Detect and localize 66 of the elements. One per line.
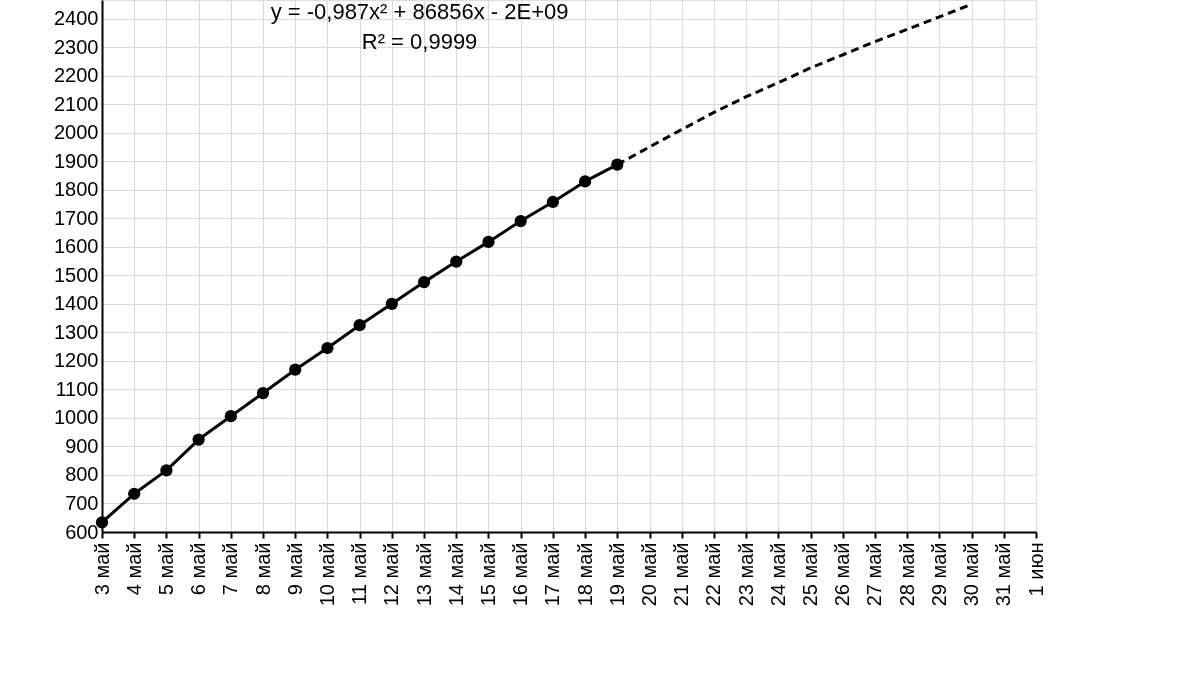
x-tick-label: 17 май — [541, 542, 564, 607]
x-tick-label: 12 май — [380, 542, 403, 607]
x-tick-label: 21 май — [670, 542, 693, 607]
point — [321, 341, 334, 355]
x-tick-label: 11 май — [348, 542, 371, 605]
x-tick-label: 9 май — [283, 542, 306, 596]
x-tick-label: 23 май — [734, 542, 757, 607]
y-tick-label: 2200 — [54, 64, 99, 87]
point — [160, 464, 173, 477]
point — [128, 487, 141, 500]
point — [289, 363, 302, 376]
annotation: R² = 0,9999 — [361, 29, 478, 54]
y-tick-label: 1600 — [54, 235, 99, 258]
y-tick-label: 1700 — [54, 206, 99, 229]
y-tick-label: 1900 — [54, 149, 99, 172]
y-tick-label: 1000 — [54, 406, 99, 429]
y-tick-label: 700 — [65, 491, 99, 514]
y-tick-label: 2400 — [54, 7, 99, 30]
y-tick-label: 1100 — [55, 377, 99, 400]
x-tick-label: 18 май — [573, 542, 596, 607]
x-tick-label: 3 май — [90, 542, 113, 596]
point — [192, 433, 205, 446]
x-tick-label: 30 май — [960, 542, 983, 607]
point — [482, 235, 495, 249]
x-tick-label: 16 май — [509, 542, 532, 607]
point — [417, 276, 431, 289]
x-tick-label: 13 май — [412, 542, 435, 607]
y-tick-label: 1500 — [54, 263, 99, 286]
x-tick-label: 25 май — [799, 542, 822, 607]
x-tick-label: 31 май — [992, 542, 1015, 607]
x-tick-label: 5 май — [154, 542, 177, 596]
x-tick-label: 14 май — [444, 542, 467, 607]
x-tick-label: 19 май — [605, 542, 628, 607]
x-tick-label: 26 май — [831, 542, 854, 607]
x-tick-label: 15 май — [476, 542, 499, 607]
x-tick-label: 6 май — [187, 542, 210, 596]
x-tick-label: 27 май — [863, 542, 886, 607]
y-tick-label: 1800 — [54, 178, 99, 201]
y-tick-label: 2000 — [54, 121, 99, 144]
point — [256, 386, 270, 400]
y-tick-label: 600 — [65, 520, 99, 543]
y-tick-label: 1400 — [54, 292, 99, 315]
x-tick-label: 7 май — [219, 542, 242, 596]
y-tick-label: 2100 — [54, 92, 99, 115]
x-tick-label: 8 май — [251, 542, 274, 596]
x-tick-label: 22 май — [702, 542, 725, 607]
y-tick-label: 1300 — [54, 320, 99, 343]
x-tick-label: 1 июн — [1024, 542, 1047, 597]
point — [450, 255, 463, 268]
x-tick-label: 24 май — [766, 542, 789, 607]
annotation: y = -0,987x² + 86856x - 2E+09 — [270, 0, 569, 24]
y-tick-label: 800 — [65, 463, 99, 486]
point — [546, 195, 560, 209]
x-tick-label: 10 май — [315, 542, 338, 607]
point — [385, 297, 398, 310]
point — [514, 214, 527, 228]
x-tick-label: 4 май — [122, 542, 145, 596]
y-tick-label: 1200 — [54, 349, 99, 372]
x-tick-label: 28 май — [895, 542, 918, 607]
point — [578, 175, 592, 188]
x-tick-label: 20 май — [638, 542, 661, 607]
point — [353, 319, 366, 332]
y-tick-label: 900 — [65, 434, 99, 457]
x-tick-label: 29 май — [927, 542, 950, 607]
point — [224, 410, 237, 423]
y-tick-label: 2300 — [54, 35, 99, 58]
